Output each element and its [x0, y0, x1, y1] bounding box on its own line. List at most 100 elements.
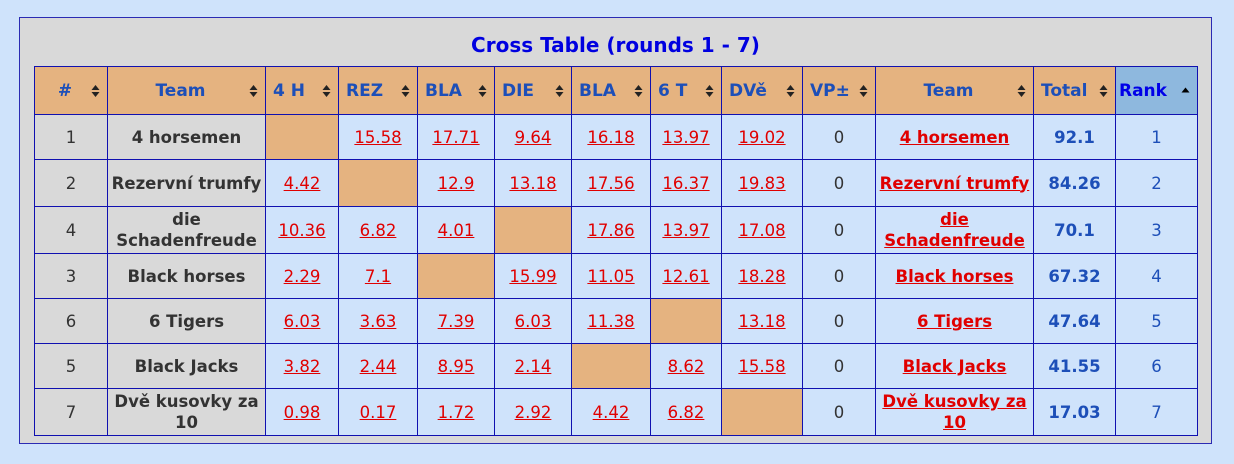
- score-cell-link[interactable]: 8.62: [667, 356, 705, 376]
- score-cell-link[interactable]: 3.82: [283, 356, 321, 376]
- score-cell-link[interactable]: 3.63: [359, 311, 397, 331]
- score-cell[interactable]: 2.29: [265, 253, 339, 299]
- score-cell-link[interactable]: 19.02: [738, 127, 786, 147]
- header-team[interactable]: Team: [107, 66, 266, 115]
- score-cell[interactable]: 13.97: [650, 206, 722, 254]
- score-cell-link[interactable]: 11.05: [587, 266, 635, 286]
- score-cell-link[interactable]: 17.86: [587, 220, 635, 240]
- score-cell[interactable]: 16.18: [571, 114, 651, 160]
- score-cell-link[interactable]: 15.58: [738, 356, 786, 376]
- score-cell-link[interactable]: 6.82: [667, 402, 705, 422]
- score-cell-link[interactable]: 7.39: [437, 311, 475, 331]
- team-link-cell[interactable]: Black horses: [875, 253, 1034, 299]
- score-cell[interactable]: 4.01: [417, 206, 495, 254]
- team-link-cell[interactable]: 6 Tigers: [875, 298, 1034, 344]
- score-cell-link[interactable]: 10.36: [278, 220, 326, 240]
- score-cell-link[interactable]: 13.97: [662, 220, 710, 240]
- score-cell[interactable]: 6.82: [338, 206, 418, 254]
- header-index[interactable]: #: [34, 66, 108, 115]
- header-total[interactable]: Total: [1033, 66, 1116, 115]
- score-cell-link[interactable]: 2.29: [283, 266, 321, 286]
- score-cell-link[interactable]: 8.95: [437, 356, 475, 376]
- team-link-cell-link[interactable]: 4 horsemen: [899, 127, 1010, 147]
- score-cell-link[interactable]: 2.92: [514, 402, 552, 422]
- score-cell[interactable]: 15.58: [338, 114, 418, 160]
- score-cell[interactable]: 2.14: [494, 343, 572, 389]
- score-cell-link[interactable]: 0.17: [359, 402, 397, 422]
- team-link-cell-link[interactable]: Black horses: [895, 266, 1014, 286]
- team-link-cell-link[interactable]: die Schadenfreude: [884, 210, 1025, 250]
- score-cell[interactable]: 17.08: [721, 206, 803, 254]
- score-cell[interactable]: 7.39: [417, 298, 495, 344]
- score-cell-link[interactable]: 13.97: [662, 127, 710, 147]
- header-col-6[interactable]: DVě: [721, 66, 803, 115]
- score-cell[interactable]: 3.63: [338, 298, 418, 344]
- score-cell[interactable]: 12.61: [650, 253, 722, 299]
- team-link-cell[interactable]: 4 horsemen: [875, 114, 1034, 160]
- score-cell[interactable]: 15.58: [721, 343, 803, 389]
- score-cell[interactable]: 12.9: [417, 159, 495, 207]
- score-cell[interactable]: 18.28: [721, 253, 803, 299]
- score-cell-link[interactable]: 0.98: [283, 402, 321, 422]
- score-cell-link[interactable]: 16.37: [662, 173, 710, 193]
- score-cell[interactable]: 8.62: [650, 343, 722, 389]
- team-link-cell-link[interactable]: Rezervní trumfy: [879, 173, 1030, 193]
- score-cell[interactable]: 17.71: [417, 114, 495, 160]
- score-cell-link[interactable]: 17.08: [738, 220, 786, 240]
- header-col-2[interactable]: BLA: [417, 66, 495, 115]
- score-cell-link[interactable]: 6.03: [514, 311, 552, 331]
- score-cell[interactable]: 13.97: [650, 114, 722, 160]
- team-link-cell[interactable]: Rezervní trumfy: [875, 159, 1034, 207]
- header-team-link[interactable]: Team: [875, 66, 1034, 115]
- score-cell[interactable]: 9.64: [494, 114, 572, 160]
- team-link-cell[interactable]: Dvě kusovky za 10: [875, 388, 1034, 436]
- score-cell[interactable]: 0.17: [338, 388, 418, 436]
- score-cell-link[interactable]: 2.14: [514, 356, 552, 376]
- team-link-cell-link[interactable]: Black Jacks: [902, 356, 1007, 376]
- score-cell[interactable]: 1.72: [417, 388, 495, 436]
- score-cell-link[interactable]: 4.42: [592, 402, 630, 422]
- header-col-1[interactable]: REZ: [338, 66, 418, 115]
- score-cell-link[interactable]: 12.61: [662, 266, 710, 286]
- score-cell[interactable]: 19.83: [721, 159, 803, 207]
- score-cell-link[interactable]: 2.44: [359, 356, 397, 376]
- score-cell[interactable]: 10.36: [265, 206, 339, 254]
- score-cell-link[interactable]: 19.83: [738, 173, 786, 193]
- score-cell-link[interactable]: 16.18: [587, 127, 635, 147]
- score-cell-link[interactable]: 6.82: [359, 220, 397, 240]
- score-cell-link[interactable]: 17.71: [432, 127, 480, 147]
- score-cell[interactable]: 13.18: [721, 298, 803, 344]
- score-cell-link[interactable]: 15.58: [354, 127, 402, 147]
- score-cell[interactable]: 6.03: [494, 298, 572, 344]
- score-cell[interactable]: 3.82: [265, 343, 339, 389]
- score-cell-link[interactable]: 11.38: [587, 311, 635, 331]
- score-cell[interactable]: 17.86: [571, 206, 651, 254]
- score-cell-link[interactable]: 15.99: [509, 266, 557, 286]
- score-cell[interactable]: 8.95: [417, 343, 495, 389]
- score-cell-link[interactable]: 9.64: [514, 127, 552, 147]
- score-cell[interactable]: 19.02: [721, 114, 803, 160]
- score-cell[interactable]: 2.92: [494, 388, 572, 436]
- score-cell[interactable]: 4.42: [265, 159, 339, 207]
- score-cell[interactable]: 15.99: [494, 253, 572, 299]
- score-cell-link[interactable]: 13.18: [509, 173, 557, 193]
- score-cell[interactable]: 11.38: [571, 298, 651, 344]
- score-cell-link[interactable]: 7.1: [364, 266, 392, 286]
- score-cell[interactable]: 17.56: [571, 159, 651, 207]
- score-cell[interactable]: 11.05: [571, 253, 651, 299]
- score-cell-link[interactable]: 17.56: [587, 173, 635, 193]
- header-vp[interactable]: VP±: [802, 66, 876, 115]
- score-cell-link[interactable]: 12.9: [437, 173, 475, 193]
- team-link-cell[interactable]: die Schadenfreude: [875, 206, 1034, 254]
- team-link-cell-link[interactable]: 6 Tigers: [916, 311, 993, 331]
- header-col-0[interactable]: 4 H: [265, 66, 339, 115]
- header-col-4[interactable]: BLA: [571, 66, 651, 115]
- team-link-cell-link[interactable]: Dvě kusovky za 10: [882, 392, 1027, 432]
- header-col-5[interactable]: 6 T: [650, 66, 722, 115]
- score-cell[interactable]: 6.03: [265, 298, 339, 344]
- score-cell[interactable]: 4.42: [571, 388, 651, 436]
- score-cell-link[interactable]: 1.72: [437, 402, 475, 422]
- score-cell[interactable]: 0.98: [265, 388, 339, 436]
- score-cell[interactable]: 16.37: [650, 159, 722, 207]
- score-cell[interactable]: 7.1: [338, 253, 418, 299]
